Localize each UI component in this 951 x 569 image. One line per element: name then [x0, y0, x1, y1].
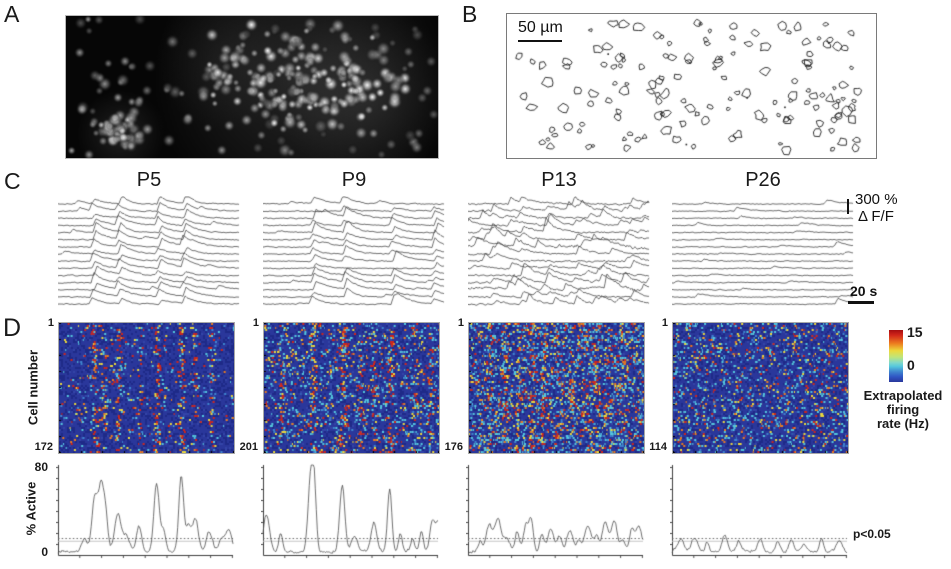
stage-title-p26: P26 [745, 169, 781, 191]
heatmap-top-cell-4: 1 [661, 317, 668, 329]
percent-active-plot-p5 [56, 461, 236, 561]
colorbar-title-line2: firing [886, 402, 920, 417]
cell-number-axis-label: Cell number [25, 349, 41, 426]
heatmap-top-cell-1: 1 [47, 317, 54, 329]
firing-rate-heatmap-p5 [58, 322, 235, 454]
active-ymin-label: 0 [41, 545, 48, 559]
cell-count-p13: 176 [444, 441, 463, 453]
cell-count-p26: 114 [649, 441, 667, 453]
panel-a-fluorescence-image [65, 15, 439, 159]
colorbar-title: Extrapolated firing rate (Hz) [855, 389, 951, 431]
panel-b-contour-box [506, 13, 877, 159]
colorbar-min-label: 0 [907, 357, 915, 373]
heatmap-top-cell-3: 1 [457, 317, 464, 329]
time-scale-value: 20 s [850, 283, 878, 299]
stage-title-p13: P13 [541, 169, 577, 191]
calcium-traces-p13 [468, 196, 650, 310]
cell-count-p9: 201 [239, 441, 258, 453]
cell-count-p5: 172 [34, 441, 53, 453]
stage-title-p5: P5 [136, 169, 162, 191]
active-ymax-label: 80 [34, 460, 48, 474]
cell-contour-map [507, 14, 876, 158]
colorbar-title-line3: rate (Hz) [876, 416, 929, 431]
calcium-traces-p5 [58, 196, 240, 310]
colorbar-max-label: 15 [907, 324, 923, 340]
panel-a-label: A [4, 1, 20, 27]
heatmap-top-cell-2: 1 [252, 317, 259, 329]
panel-d-label: D [3, 314, 22, 342]
panel-c-label: C [4, 168, 21, 194]
calcium-traces-p26 [672, 196, 854, 310]
percent-active-plot-p9 [261, 461, 441, 561]
stage-title-p9: P9 [341, 169, 367, 191]
scale-bar-label: 50 µm [518, 19, 563, 36]
colorbar-title-line1: Extrapolated [863, 388, 943, 403]
amplitude-scale-bar [847, 199, 849, 214]
percent-active-plot-p26 [670, 461, 850, 561]
firing-rate-heatmap-p9 [263, 322, 440, 454]
amplitude-scale-value: 300 % [855, 191, 898, 208]
scale-bar-line [518, 40, 562, 42]
panel-b-label: B [462, 1, 478, 27]
calcium-traces-p9 [263, 196, 445, 310]
amplitude-scale-unit: Δ F/F [858, 208, 894, 225]
firing-rate-heatmap-p26 [672, 322, 849, 454]
percent-active-plot-p13 [466, 461, 646, 561]
firing-rate-heatmap-p13 [468, 322, 645, 454]
significance-label: p<0.05 [853, 527, 891, 541]
firing-rate-colorbar [889, 330, 903, 382]
time-scale-bar [848, 301, 874, 304]
